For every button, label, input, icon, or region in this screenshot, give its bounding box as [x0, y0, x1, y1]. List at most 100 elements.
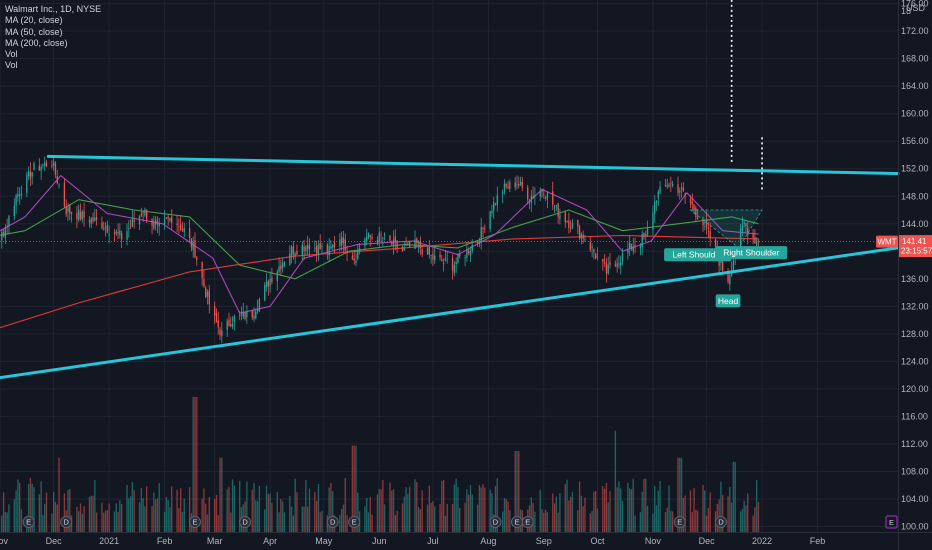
candle-body: [439, 254, 441, 258]
candle-body: [233, 316, 236, 322]
volume-bar: [518, 451, 520, 532]
candle-body: [308, 245, 311, 250]
candle-body: [369, 235, 371, 238]
dividend-badge[interactable]: D: [239, 516, 252, 528]
y-tick-label: 124.00: [901, 356, 929, 366]
volume-bar: [416, 482, 418, 532]
volume-bar: [115, 503, 117, 532]
dividend-badge[interactable]: D: [714, 516, 727, 528]
annotation-left-shoulder[interactable]: Left Shoulder: [664, 248, 732, 262]
earnings-badge[interactable]: E: [510, 516, 523, 528]
candle-body: [532, 195, 534, 198]
earnings-badge[interactable]: E: [22, 516, 35, 528]
candle-body: [593, 248, 595, 253]
candle-body: [142, 212, 144, 214]
candle-body: [668, 184, 670, 187]
volume-bar: [178, 508, 180, 532]
volume-bar: [258, 485, 261, 532]
candle-body: [242, 311, 244, 317]
volume-bar: [614, 430, 617, 532]
volume-bar: [101, 502, 103, 532]
volume-bar: [69, 489, 71, 532]
volume-bar: [593, 491, 595, 532]
volume-bar: [104, 510, 107, 532]
candle-body: [471, 245, 473, 252]
volume-bar: [428, 485, 430, 532]
annotation-head[interactable]: Head: [715, 294, 741, 308]
x-tick-label: Oct: [590, 536, 605, 546]
legend-ma20[interactable]: MA (20, close): [5, 15, 63, 26]
volume-bar: [79, 503, 82, 532]
dividend-badge[interactable]: D: [489, 516, 502, 528]
earnings-badge[interactable]: E: [673, 516, 686, 528]
candle-body: [468, 250, 470, 254]
x-tick-label: Aug: [480, 536, 496, 546]
candle-body: [705, 219, 708, 228]
volume-bar: [501, 511, 504, 532]
volume-bar: [42, 515, 44, 532]
volume-bar: [401, 503, 404, 532]
volume-bar: [582, 506, 584, 532]
candle-body: [221, 330, 223, 337]
legend-ma200[interactable]: MA (200, close): [5, 37, 68, 48]
volume-bar: [441, 480, 443, 532]
ticker-tag[interactable]: WMT: [876, 235, 898, 248]
y-tick-label: 100.00: [901, 522, 929, 532]
earnings-badge[interactable]: E: [348, 516, 361, 528]
trendline-upper[interactable]: [46, 154, 900, 176]
volume-bar: [271, 502, 273, 532]
legend-ma50[interactable]: MA (50, close): [5, 26, 63, 37]
volume-bar: [346, 515, 348, 532]
candle-body: [689, 198, 692, 203]
volume-bar: [280, 498, 282, 532]
candle-body: [382, 237, 384, 239]
volume-bar: [539, 489, 541, 532]
candle-body: [659, 186, 661, 194]
volume-bar: [516, 451, 518, 532]
volume-bar: [544, 509, 547, 532]
volume-bar: [705, 515, 708, 532]
candle-body: [378, 232, 380, 242]
volume-bar: [303, 506, 305, 532]
volume-bar: [171, 486, 173, 532]
volume-bar: [577, 510, 579, 532]
annotation-right-shoulder[interactable]: Right Shoulder: [715, 246, 788, 260]
candle-body: [521, 181, 524, 188]
x-tick-label: Jul: [427, 536, 439, 546]
badge-circle: [348, 516, 361, 528]
volume-bar: [194, 397, 196, 532]
candle-body: [394, 236, 397, 242]
volume-bar: [605, 482, 608, 532]
dividend-badge[interactable]: D: [60, 516, 73, 528]
legend-vol-1[interactable]: Vol: [5, 49, 18, 60]
candle-body: [244, 311, 246, 319]
volume-bar: [151, 506, 153, 532]
legend-vol-2[interactable]: Vol: [5, 60, 18, 71]
badge-letter: D: [242, 518, 248, 527]
candle-body: [317, 244, 320, 255]
upcoming-earnings-badge[interactable]: E: [885, 515, 898, 529]
volume-bar: [696, 510, 699, 532]
x-tick-label: Feb: [157, 536, 173, 546]
volume-bar: [559, 493, 561, 532]
volume-bar: [180, 488, 182, 532]
earnings-badge[interactable]: E: [188, 516, 201, 528]
volume-bar: [534, 511, 536, 532]
badge-circle: [521, 516, 534, 528]
currency-label: USD: [906, 3, 926, 13]
trendline-lower[interactable]: [0, 246, 900, 382]
dividend-badge[interactable]: D: [326, 516, 339, 528]
candle-body: [553, 206, 556, 208]
volume-bar: [251, 489, 253, 532]
candle-body: [38, 165, 41, 171]
x-tick-label: May: [315, 536, 333, 546]
pattern-triangle[interactable]: [689, 209, 763, 249]
earnings-badge[interactable]: E: [521, 516, 534, 528]
candle-body: [205, 287, 207, 298]
volume-bar: [727, 496, 729, 532]
volume-bar: [201, 498, 203, 532]
candle-body: [353, 258, 355, 261]
